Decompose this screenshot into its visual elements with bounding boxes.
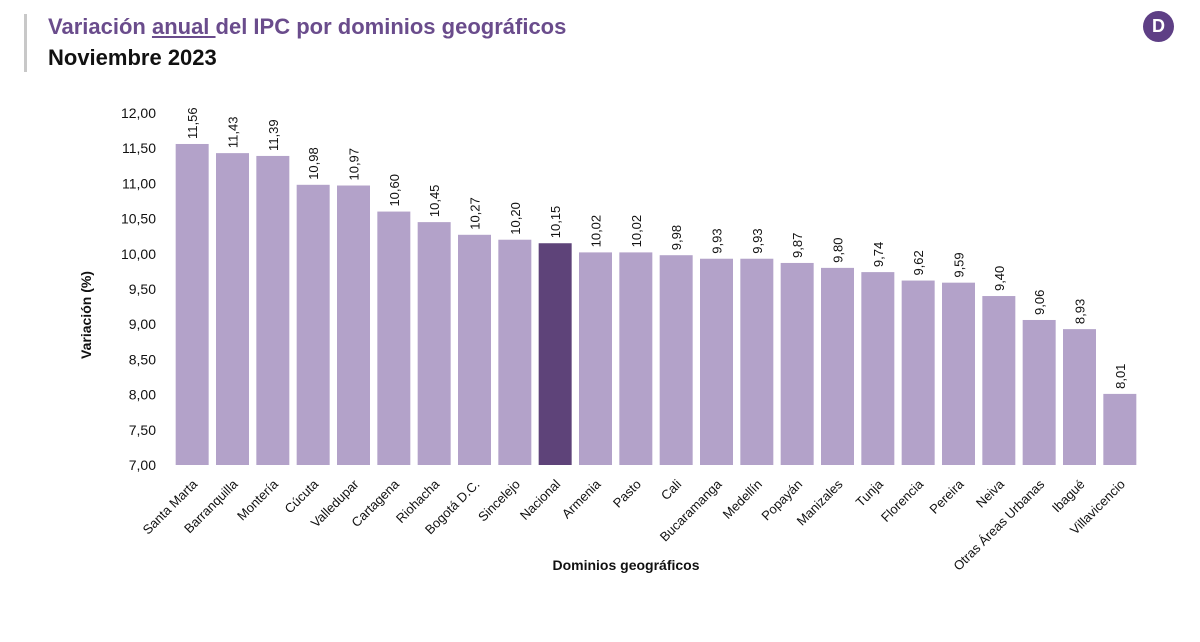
bar-value-label: 10,15 bbox=[548, 206, 563, 239]
bar-neiva[interactable] bbox=[982, 296, 1016, 465]
bar-armenia[interactable] bbox=[579, 252, 612, 465]
bar-bucaramanga[interactable] bbox=[700, 258, 733, 465]
bar-pasto[interactable] bbox=[619, 252, 653, 465]
bar-value-label: 10,60 bbox=[387, 174, 402, 207]
bar-value-label: 9,80 bbox=[831, 238, 846, 263]
bar-value-label: 10,02 bbox=[629, 215, 644, 248]
dane-logo-icon[interactable]: D bbox=[1143, 11, 1174, 42]
bar-value-label: 11,43 bbox=[226, 117, 241, 149]
bar-ibagu-[interactable] bbox=[1063, 329, 1096, 465]
bar-cali[interactable] bbox=[659, 255, 693, 465]
bar-c-cuta[interactable] bbox=[296, 184, 330, 466]
page-title: Variación anual del IPC por dominios geo… bbox=[48, 14, 566, 40]
value-labels-group: 11,56 11,43 11,39 10,98 10,97 10,60 10,45 10,27… bbox=[185, 107, 1128, 388]
bar-barranquilla[interactable] bbox=[216, 153, 249, 466]
bars-group bbox=[175, 143, 1137, 466]
y-tick-label: 10,00 bbox=[121, 246, 156, 262]
y-axis-title: Variación (%) bbox=[78, 271, 94, 359]
bar-value-label: 9,40 bbox=[992, 266, 1007, 291]
title-part-1: Variación bbox=[48, 14, 152, 39]
bar-value-label: 9,62 bbox=[911, 250, 926, 275]
y-tick-label: 8,00 bbox=[129, 387, 156, 403]
bar-value-label: 9,06 bbox=[1032, 290, 1047, 315]
x-tick-label: Cali bbox=[658, 476, 685, 503]
bar-value-label: 10,45 bbox=[427, 185, 442, 218]
bar-tunja[interactable] bbox=[861, 272, 895, 465]
x-tick-label: Pereira bbox=[926, 476, 967, 517]
y-tick-label: 12,00 bbox=[121, 105, 156, 121]
y-tick-label: 11,50 bbox=[122, 140, 156, 156]
bar-value-label: 10,97 bbox=[347, 148, 362, 181]
x-tick-label: Montería bbox=[234, 476, 281, 523]
x-tick-label: Neiva bbox=[973, 476, 1008, 511]
y-tick-label: 8,50 bbox=[129, 351, 156, 367]
bar-value-label: 8,93 bbox=[1073, 299, 1088, 324]
bar-value-label: 10,98 bbox=[306, 147, 321, 180]
bar-value-label: 10,27 bbox=[468, 197, 483, 230]
bar-value-label: 11,39 bbox=[266, 119, 281, 151]
bar-popay-n[interactable] bbox=[780, 262, 814, 465]
x-tick-label: Pasto bbox=[610, 477, 644, 511]
bar-value-label: 9,93 bbox=[710, 228, 725, 253]
bar-cartagena[interactable] bbox=[377, 211, 411, 465]
x-axis-title: Dominios geográficos bbox=[552, 557, 699, 573]
x-tick-label: Sincelejo bbox=[475, 477, 523, 525]
y-tick-label: 9,00 bbox=[129, 316, 156, 332]
bar-value-label: 9,98 bbox=[669, 225, 684, 250]
bar-medell-n[interactable] bbox=[740, 258, 774, 465]
x-tick-label: Nacional bbox=[517, 476, 563, 522]
bar-manizales[interactable] bbox=[821, 267, 854, 465]
bar-otras-reas-urbanas[interactable] bbox=[1022, 319, 1056, 465]
y-tick-label: 10,50 bbox=[121, 211, 156, 227]
logo-letter: D bbox=[1152, 16, 1165, 36]
bar-monter-a[interactable] bbox=[256, 155, 290, 465]
bar-value-label: 9,74 bbox=[871, 242, 886, 267]
bar-value-label: 11,56 bbox=[185, 107, 200, 139]
y-tick-label: 11,00 bbox=[122, 175, 156, 191]
title-accent-bar bbox=[24, 14, 27, 72]
bar-value-label: 8,01 bbox=[1113, 364, 1128, 389]
bar-value-label: 10,20 bbox=[508, 202, 523, 235]
bar-sincelejo[interactable] bbox=[498, 239, 532, 465]
x-tick-label: Medellín bbox=[720, 477, 765, 522]
bar-value-label: 9,93 bbox=[750, 228, 765, 253]
bar-value-label: 9,87 bbox=[790, 233, 805, 258]
bar-bogot-d-c-[interactable] bbox=[458, 234, 491, 465]
bar-pereira[interactable] bbox=[942, 282, 975, 465]
bar-florencia[interactable] bbox=[901, 280, 935, 465]
x-tick-label: Florencia bbox=[878, 476, 927, 525]
bar-valledupar[interactable] bbox=[337, 185, 370, 465]
x-tick-label: Cúcuta bbox=[282, 476, 322, 516]
x-tick-label: Ibagué bbox=[1049, 477, 1088, 516]
bar-riohacha[interactable] bbox=[417, 222, 451, 465]
bar-villavicencio[interactable] bbox=[1103, 393, 1137, 465]
bar-nacional[interactable] bbox=[538, 243, 572, 465]
bar-value-label: 9,59 bbox=[952, 252, 967, 277]
y-tick-label: 7,00 bbox=[129, 457, 156, 473]
y-tick-label: 7,50 bbox=[129, 422, 156, 438]
page-subtitle: Noviembre 2023 bbox=[48, 45, 217, 70]
bar-value-label: 10,02 bbox=[589, 215, 604, 248]
y-axis: 12,00 11,50 11,00 10,50 10,00 9,50 9,00 8,50 8,0… bbox=[121, 105, 156, 473]
title-underlined-word: anual bbox=[151, 14, 216, 39]
x-tick-label: Tunja bbox=[853, 476, 887, 510]
title-part-2: del IPC por dominios geográficos bbox=[215, 14, 567, 39]
y-tick-label: 9,50 bbox=[129, 281, 156, 297]
x-tick-label: Armenia bbox=[559, 476, 604, 521]
bar-santa-marta[interactable] bbox=[175, 143, 209, 465]
